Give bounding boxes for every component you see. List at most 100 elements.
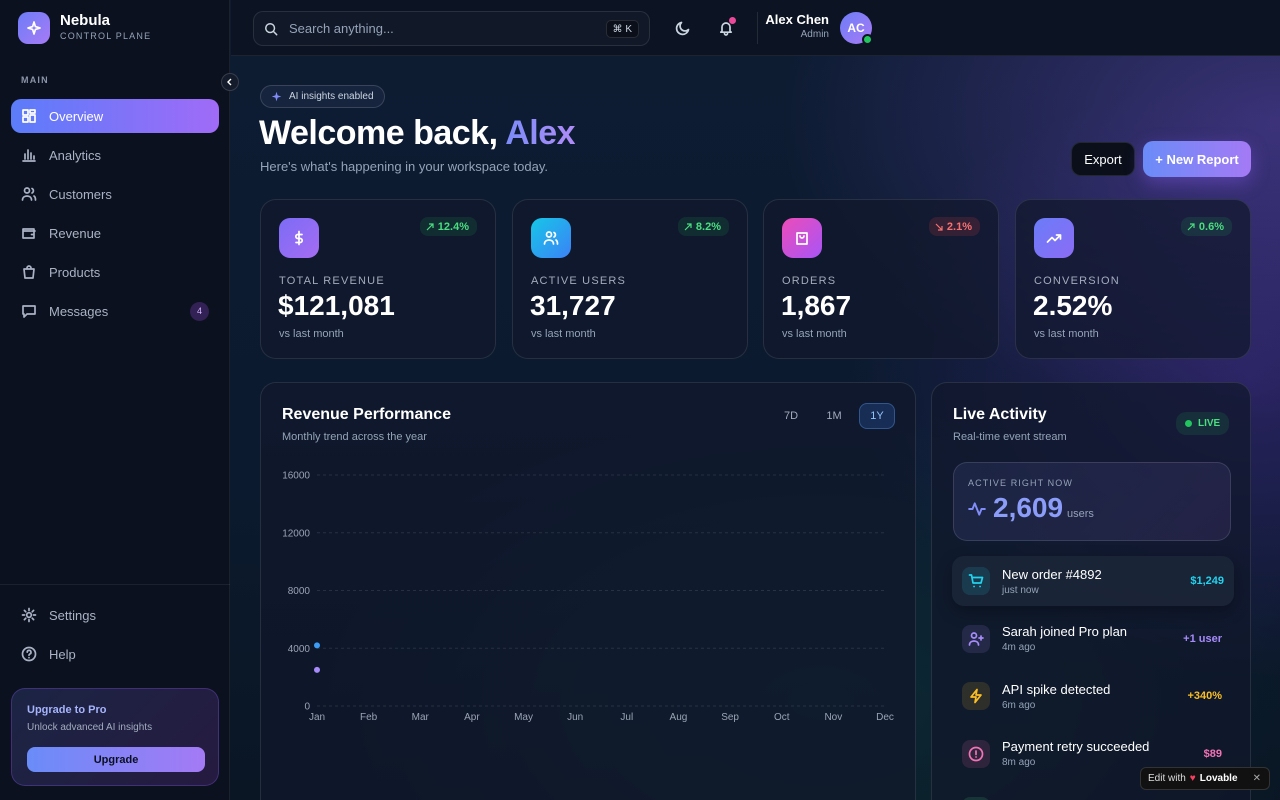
stat-card: 0.6% CONVERSION 2.52% vs last month <box>1015 199 1251 359</box>
stat-value: 31,727 <box>530 290 616 321</box>
nav-label: Analytics <box>49 147 102 163</box>
nav-item[interactable]: Analytics <box>11 138 219 172</box>
activity-title: Live Activity <box>953 406 1047 423</box>
live-text: LIVE <box>1198 418 1221 429</box>
activity-title: Payment retry succeeded <box>1002 739 1150 754</box>
activity-item[interactable]: New order #4892 just now $1,249 <box>952 556 1234 606</box>
stat-change-text: 0.6% <box>1198 220 1224 233</box>
live-badge: LIVE <box>1176 412 1230 435</box>
x-tick-label: Jan <box>309 712 325 723</box>
nav-item[interactable]: Help <box>11 637 219 671</box>
divider <box>757 12 758 44</box>
nav-label: Overview <box>49 108 104 124</box>
activity-icon <box>962 682 990 710</box>
range-tab[interactable]: 7D <box>783 410 799 422</box>
y-tick-label: 8000 <box>288 586 311 597</box>
activity-subtitle: Real-time event stream <box>953 431 1067 443</box>
stat-change-text: 12.4% <box>437 220 469 233</box>
nav-label: Customers <box>49 186 112 202</box>
nav-item[interactable]: Settings <box>11 598 219 632</box>
nav-item[interactable]: Customers <box>11 177 219 211</box>
stat-icon <box>531 218 571 258</box>
y-tick-label: 16000 <box>282 471 310 482</box>
live-dot <box>1185 420 1192 427</box>
icon <box>968 574 984 588</box>
chart: 0 4000 8000 12000 16000 Jan Feb Mar Apr May Jun Jul… <box>282 471 894 724</box>
collapse-button[interactable] <box>221 73 239 91</box>
x-tick-label: Sep <box>721 712 739 723</box>
stat-value: 2.52% <box>1033 290 1113 321</box>
stat-label: CONVERSION <box>1034 275 1120 287</box>
activity-amount: +1 user <box>1183 632 1222 645</box>
icon <box>22 228 36 239</box>
greeting: Welcome back, <box>259 114 498 152</box>
export-button[interactable]: Export <box>1071 142 1135 176</box>
nav-label: Products <box>49 264 101 280</box>
range-tab[interactable]: 1M <box>826 410 842 422</box>
activity-icon <box>962 624 990 653</box>
nav-label: Settings <box>49 607 96 623</box>
activity-title: Sarah joined Pro plan <box>1002 624 1128 639</box>
nav-label: Messages <box>49 303 109 319</box>
activity-item[interactable]: Payment retry succeeded 8m ago $89 <box>952 729 1232 779</box>
activity-icon <box>962 567 990 595</box>
x-tick-label: Mar <box>412 712 430 723</box>
search-placeholder: Search anything... <box>289 21 394 36</box>
icon <box>21 187 37 201</box>
stat-card: 2.1% ORDERS 1,867 vs last month <box>763 199 999 359</box>
stat-label: TOTAL REVENUE <box>279 275 385 287</box>
close[interactable]: ✕ <box>1252 773 1261 784</box>
brand-name: Nebula <box>60 12 111 29</box>
user-first-name: Alex <box>505 114 576 152</box>
activity-time: 4m ago <box>1002 642 1036 653</box>
icon <box>796 232 808 245</box>
stat-change: 0.6% <box>1180 217 1232 236</box>
icon <box>968 746 984 761</box>
nav-label: Revenue <box>49 225 102 241</box>
edit-badge[interactable]: Edit with ♥ Lovable ✕ <box>1140 767 1270 790</box>
y-tick-label: 4000 <box>288 644 311 655</box>
theme-toggle[interactable] <box>675 20 691 36</box>
stat-value: $121,081 <box>278 290 395 321</box>
promo: Upgrade to Pro Unlock advanced AI insigh… <box>11 688 219 786</box>
activity-item[interactable]: API spike detected 6m ago +340% <box>952 671 1232 721</box>
stat-change: 8.2% <box>677 217 729 236</box>
icon <box>294 230 304 246</box>
brand-subtitle: CONTROL PLANE <box>60 31 152 41</box>
search-box[interactable]: Search anything... ⌘ K <box>253 11 650 46</box>
stat-note: vs last month <box>279 328 344 340</box>
upgrade-button[interactable]: Upgrade <box>27 747 205 772</box>
nav-item[interactable]: Products <box>11 255 219 289</box>
promo-text: Unlock advanced AI insights <box>27 722 153 733</box>
activity-time: just now <box>1002 584 1039 596</box>
new-report-button[interactable]: + New Report <box>1143 141 1251 177</box>
activity-item[interactable]: Bulk order completed <box>952 786 1232 800</box>
icon <box>1046 234 1062 243</box>
stat-value: 1,867 <box>781 290 852 321</box>
ai-badge-text: AI insights enabled <box>289 91 374 102</box>
nav-item[interactable]: Messages 4 <box>11 294 219 328</box>
range-tab[interactable]: 1Y <box>859 403 895 429</box>
ai-badge: AI insights enabled <box>260 85 385 108</box>
welcome: Welcome back, Alex <box>259 114 576 153</box>
nav-item[interactable]: Overview <box>11 99 219 133</box>
icon <box>970 688 982 704</box>
x-tick-label: Jun <box>567 712 583 723</box>
nav-item[interactable]: Revenue <box>11 216 219 250</box>
nav-badge: 4 <box>190 301 209 321</box>
activity-time: 6m ago <box>1002 699 1036 711</box>
activity-item[interactable]: Sarah joined Pro plan 4m ago +1 user <box>952 614 1232 664</box>
user-name: Alex Chen <box>765 12 829 27</box>
activity-text: New order #4892 just now <box>1002 567 1102 596</box>
notifications[interactable] <box>718 20 734 36</box>
y-tick-label: 0 <box>304 702 310 713</box>
avatar[interactable]: AC <box>840 12 872 44</box>
y-tick-label: 12000 <box>282 528 310 539</box>
icon <box>22 109 36 123</box>
activity-icon <box>962 739 990 768</box>
activity-title: New order #4892 <box>1002 566 1102 582</box>
stat-note: vs last month <box>1034 328 1099 340</box>
logo[interactable] <box>18 12 50 44</box>
